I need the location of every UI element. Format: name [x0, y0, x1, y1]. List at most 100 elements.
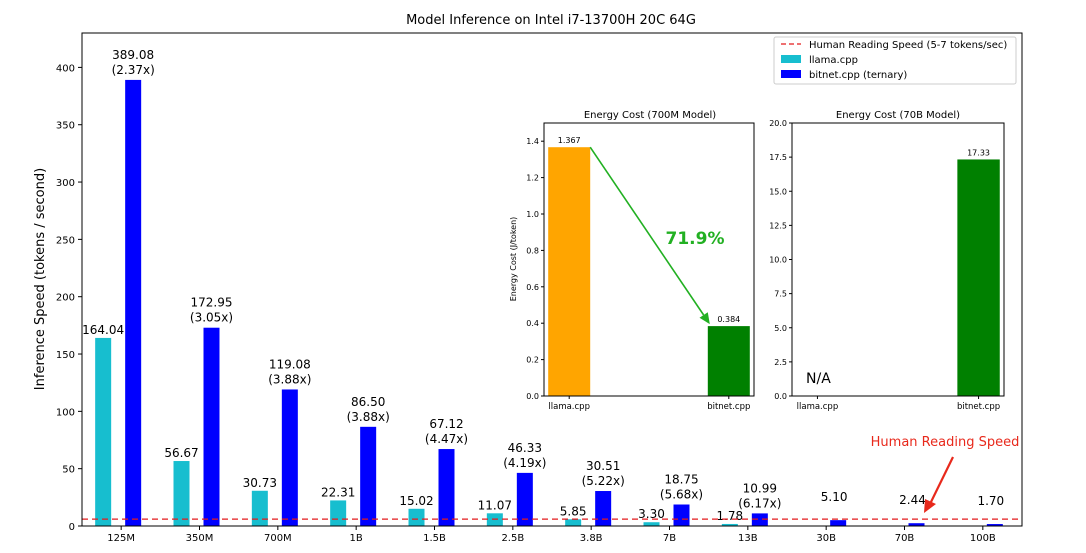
bar-bitnet-13b: [751, 513, 768, 526]
value-label-llama-2-5b: 11.07: [478, 498, 512, 512]
value-label-bitnet-7b: 18.75: [664, 473, 698, 487]
bar-llama-3-8b: [565, 519, 582, 526]
value-label-llama-13b: 1.78: [716, 509, 743, 523]
main-value-labels: 164.04 389.08(2.37x) 56.67 172.95(3.05x) 30.…: [82, 48, 1004, 523]
bar-bitnet-3-8b: [595, 491, 612, 526]
main-y-tick-label: 400: [56, 63, 75, 74]
inset2-na-label: N/A: [806, 371, 831, 387]
inset1-y-axis-label: Energy Cost (J/token): [509, 217, 518, 302]
speedup-label-1-5b: (4.47x): [425, 432, 468, 446]
inset1-y-tick-label: 1.4: [526, 137, 539, 146]
main-chart-title: Model Inference on Intel i7-13700H 20C 6…: [406, 13, 696, 28]
inset2-value-label-bitnet-cpp: 17.33: [967, 148, 990, 157]
bar-llama-700m: [251, 490, 268, 526]
bar-bitnet-30b: [830, 520, 847, 526]
inset2-x-tick-label: llama.cpp: [797, 402, 839, 412]
inset1-y-tick-label: 1.2: [526, 174, 539, 183]
inset2-title: Energy Cost (70B Model): [836, 110, 960, 121]
main-y-tick-label: 100: [56, 407, 75, 418]
inset1-x-tick-label: bitnet.cpp: [707, 402, 750, 412]
inset1-bar-bitnet-cpp: [707, 326, 750, 396]
bar-bitnet-70b: [908, 523, 925, 526]
inset2-y-ticks: 0.0 2.5 5.0 7.5 10.0 12.5 15.0 17.5 20.0 llama.cp…: [769, 119, 1000, 412]
inset2-bar-bitnet-cpp: [957, 159, 1000, 396]
bar-bitnet-350m: [203, 327, 220, 526]
bar-llama-13b: [721, 523, 738, 526]
speedup-label-700m: (3.88x): [268, 372, 311, 386]
bar-llama-1-5b: [408, 508, 425, 526]
main-y-tick-label: 250: [56, 235, 75, 246]
main-y-ticks: 0 50 100 150 200 250 300 350 400: [56, 63, 82, 533]
value-label-bitnet-1-5b: 67.12: [429, 417, 463, 431]
value-label-bitnet-700m: 119.08: [269, 357, 311, 371]
legend-swatch-bitnet: [781, 70, 801, 78]
bar-bitnet-2-5b: [516, 472, 533, 526]
inset1-value-label-bitnet-cpp: 0.384: [717, 315, 740, 324]
inset2-bars: 17.33: [957, 148, 1000, 396]
main-x-tick-label: 2.5B: [501, 533, 524, 544]
value-label-bitnet-13b: 10.99: [743, 481, 777, 495]
legend-label-bitnet: bitnet.cpp (ternary): [809, 70, 907, 81]
value-label-bitnet-125m: 389.08: [112, 48, 154, 62]
energy-reduction-label: 71.9%: [666, 229, 725, 249]
reduction-arrow-head: [699, 312, 710, 325]
inset2-x-tick-label: bitnet.cpp: [957, 402, 1000, 412]
bar-bitnet-100b: [986, 524, 1003, 526]
inset1-y-tick-label: 0.4: [526, 319, 539, 328]
inset1-title: Energy Cost (700M Model): [584, 110, 716, 121]
human-reading-speed-annotation: Human Reading Speed: [871, 435, 1020, 450]
inset1-plot-frame: [543, 122, 755, 397]
inset2-y-tick-label: 15.0: [769, 187, 787, 196]
inset2-y-tick-label: 12.5: [769, 221, 787, 230]
bar-llama-350m: [173, 461, 190, 526]
bar-llama-7b: [643, 522, 660, 526]
value-label-bitnet-100b: 1.70: [977, 494, 1004, 508]
main-x-tick-label: 1.5B: [423, 533, 446, 544]
main-x-tick-label: 125M: [107, 533, 135, 544]
main-x-tick-label: 3.8B: [580, 533, 603, 544]
value-label-bitnet-70b: 2.44: [899, 493, 926, 507]
inset-energy-70b: Energy Cost (70B Model) 0.0 2.5 5.0 7.5 10.0…: [760, 100, 1012, 418]
speedup-label-13b: (6.17x): [738, 496, 781, 510]
legend-box: [773, 36, 1017, 85]
speedup-label-3-8b: (5.22x): [582, 474, 625, 488]
value-label-llama-700m: 30.73: [243, 476, 277, 490]
value-label-bitnet-1b: 86.50: [351, 395, 385, 409]
bar-bitnet-125m: [125, 79, 142, 526]
value-label-bitnet-30b: 5.10: [821, 490, 848, 504]
inset1-value-label-llama-cpp: 1.367: [558, 136, 581, 145]
value-label-llama-7b: 3.30: [638, 507, 665, 521]
main-y-tick-label: 350: [56, 121, 75, 132]
main-y-axis-label: Inference Speed (tokens / second): [33, 168, 48, 390]
inset-energy-700m: Energy Cost (700M Model) Energy Cost (J/…: [480, 100, 760, 418]
speedup-label-1b: (3.88x): [347, 410, 390, 424]
value-label-llama-3-8b: 5.85: [560, 504, 587, 518]
main-x-tick-label: 100B: [970, 533, 996, 544]
inset1-y-tick-label: 0.8: [526, 246, 539, 255]
speedup-label-350m: (3.05x): [190, 311, 233, 325]
inset2-plot-frame: [791, 122, 1005, 397]
main-y-tick-label: 50: [62, 465, 75, 476]
main-x-tick-label: 70B: [895, 533, 915, 544]
main-chart: Model Inference on Intel i7-13700H 20C 6…: [33, 13, 1023, 544]
inset2-y-tick-label: 20.0: [769, 119, 787, 128]
value-label-llama-350m: 56.67: [164, 446, 198, 460]
legend: Human Reading Speed (5-7 tokens/sec) lla…: [773, 36, 1017, 85]
inset2-y-tick-label: 2.5: [774, 358, 787, 367]
legend-swatch-llama: [781, 55, 801, 63]
main-x-tick-label: 7B: [663, 533, 676, 544]
value-label-llama-125m: 164.04: [82, 323, 124, 337]
main-x-tick-label: 30B: [816, 533, 836, 544]
bar-bitnet-1b: [360, 426, 377, 526]
annotation-arrow: [929, 456, 954, 505]
legend-label-llama: llama.cpp: [809, 55, 858, 66]
inset1-bar-llama-cpp: [548, 147, 591, 396]
annotation-arrow-head: [924, 499, 936, 513]
value-label-bitnet-350m: 172.95: [191, 296, 233, 310]
reduction-arrow: [589, 146, 705, 316]
inset1-bars: 1.367 0.384: [548, 136, 750, 396]
main-y-tick-label: 0: [69, 522, 75, 533]
value-label-bitnet-2-5b: 46.33: [508, 441, 542, 455]
bar-llama-1b: [330, 500, 347, 526]
